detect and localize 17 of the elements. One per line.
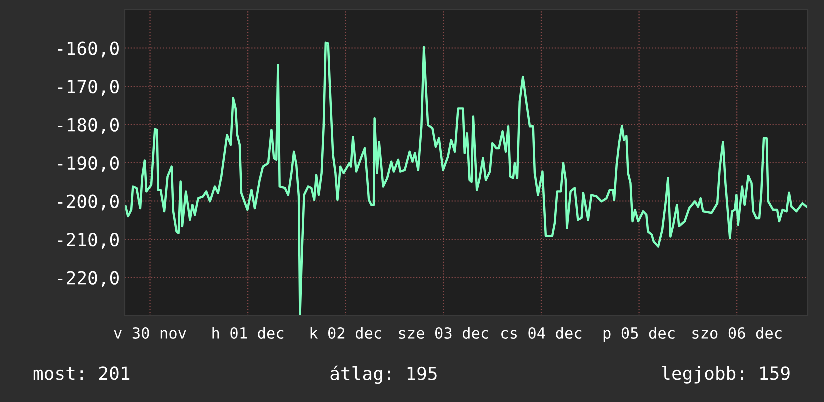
x-tick-label: k 02 dec	[310, 327, 382, 340]
x-tick-label: p 05 dec	[604, 327, 675, 342]
x-tick-label: v 30 nov	[114, 327, 186, 340]
y-tick-label: -220,0	[58, 271, 119, 288]
text: most: 201	[34, 366, 130, 380]
y-tick-label: -190,0	[58, 156, 119, 172]
y-tick-label: -160,0	[58, 42, 119, 58]
text: legjobb: 159	[662, 366, 790, 384]
y-tick-label: -200,0	[58, 194, 119, 211]
y-tick-label: -210,0	[58, 233, 119, 249]
x-tick-label: szo 06 dec	[692, 327, 782, 340]
y-tick-label: -180,0	[58, 118, 119, 134]
x-tick-label: h 01 dec	[212, 327, 284, 340]
y-tick-label: -170,0	[58, 80, 119, 96]
x-tick-label: cs 04 dec	[502, 327, 582, 340]
x-tick-label: sze 03 dec	[399, 327, 488, 340]
text: átlag: 195	[330, 366, 437, 384]
